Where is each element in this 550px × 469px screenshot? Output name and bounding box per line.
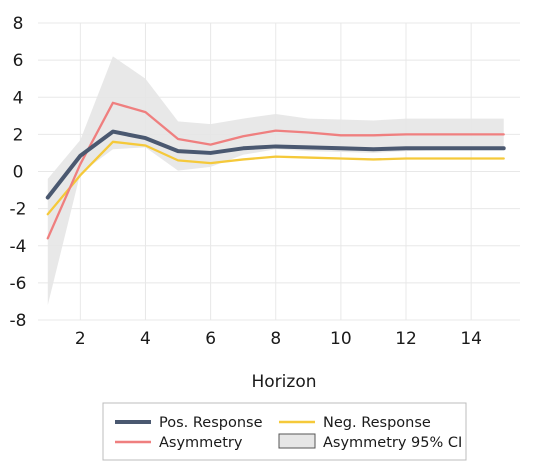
legend-swatch-asymmetry-95-ci [278, 433, 316, 449]
ci-band [47, 56, 504, 306]
x-tick-label: 12 [395, 329, 417, 349]
y-tick-label: 0 [13, 163, 24, 183]
legend-label-pos-response: Pos. Response [159, 415, 263, 431]
series-lines [45, 101, 506, 240]
y-tick-label: -4 [10, 237, 27, 257]
legend-box [102, 402, 467, 461]
ci-band-layer [47, 56, 504, 306]
series-line-neg-response [46, 140, 505, 216]
legend-label-neg-response: Neg. Response [323, 415, 431, 431]
y-tick-label: -6 [10, 274, 27, 294]
x-tick-label: 14 [460, 329, 482, 349]
y-tick-label: 4 [13, 88, 24, 108]
x-tick-label: 10 [330, 329, 352, 349]
y-tick-label: 6 [13, 51, 24, 71]
series-line-pos-response [45, 129, 506, 200]
y-tick-label: -2 [10, 200, 27, 220]
y-tick-label: -8 [10, 311, 27, 331]
x-tick-label: 4 [140, 329, 151, 349]
legend: Pos. Response Neg. Response Asymmetry Asymm… [102, 402, 467, 461]
grid [38, 22, 520, 321]
y-axis-ticks: 8 6 4 2 0 -2 -4 -6 -8 [10, 14, 27, 331]
y-tick-label: 2 [13, 125, 24, 145]
x-tick-label: 2 [75, 329, 86, 349]
x-tick-label: 6 [205, 329, 216, 349]
legend-label-asymmetry: Asymmetry [159, 435, 243, 451]
x-tick-label: 8 [270, 329, 281, 349]
y-tick-label: 8 [13, 14, 24, 34]
x-axis-label: Horizon [252, 372, 317, 392]
legend-label-asymmetry-95-ci: Asymmetry 95% CI [323, 435, 462, 451]
series-line-asymmetry [46, 101, 505, 240]
x-axis-ticks: 2 4 6 8 10 12 14 [75, 329, 482, 349]
